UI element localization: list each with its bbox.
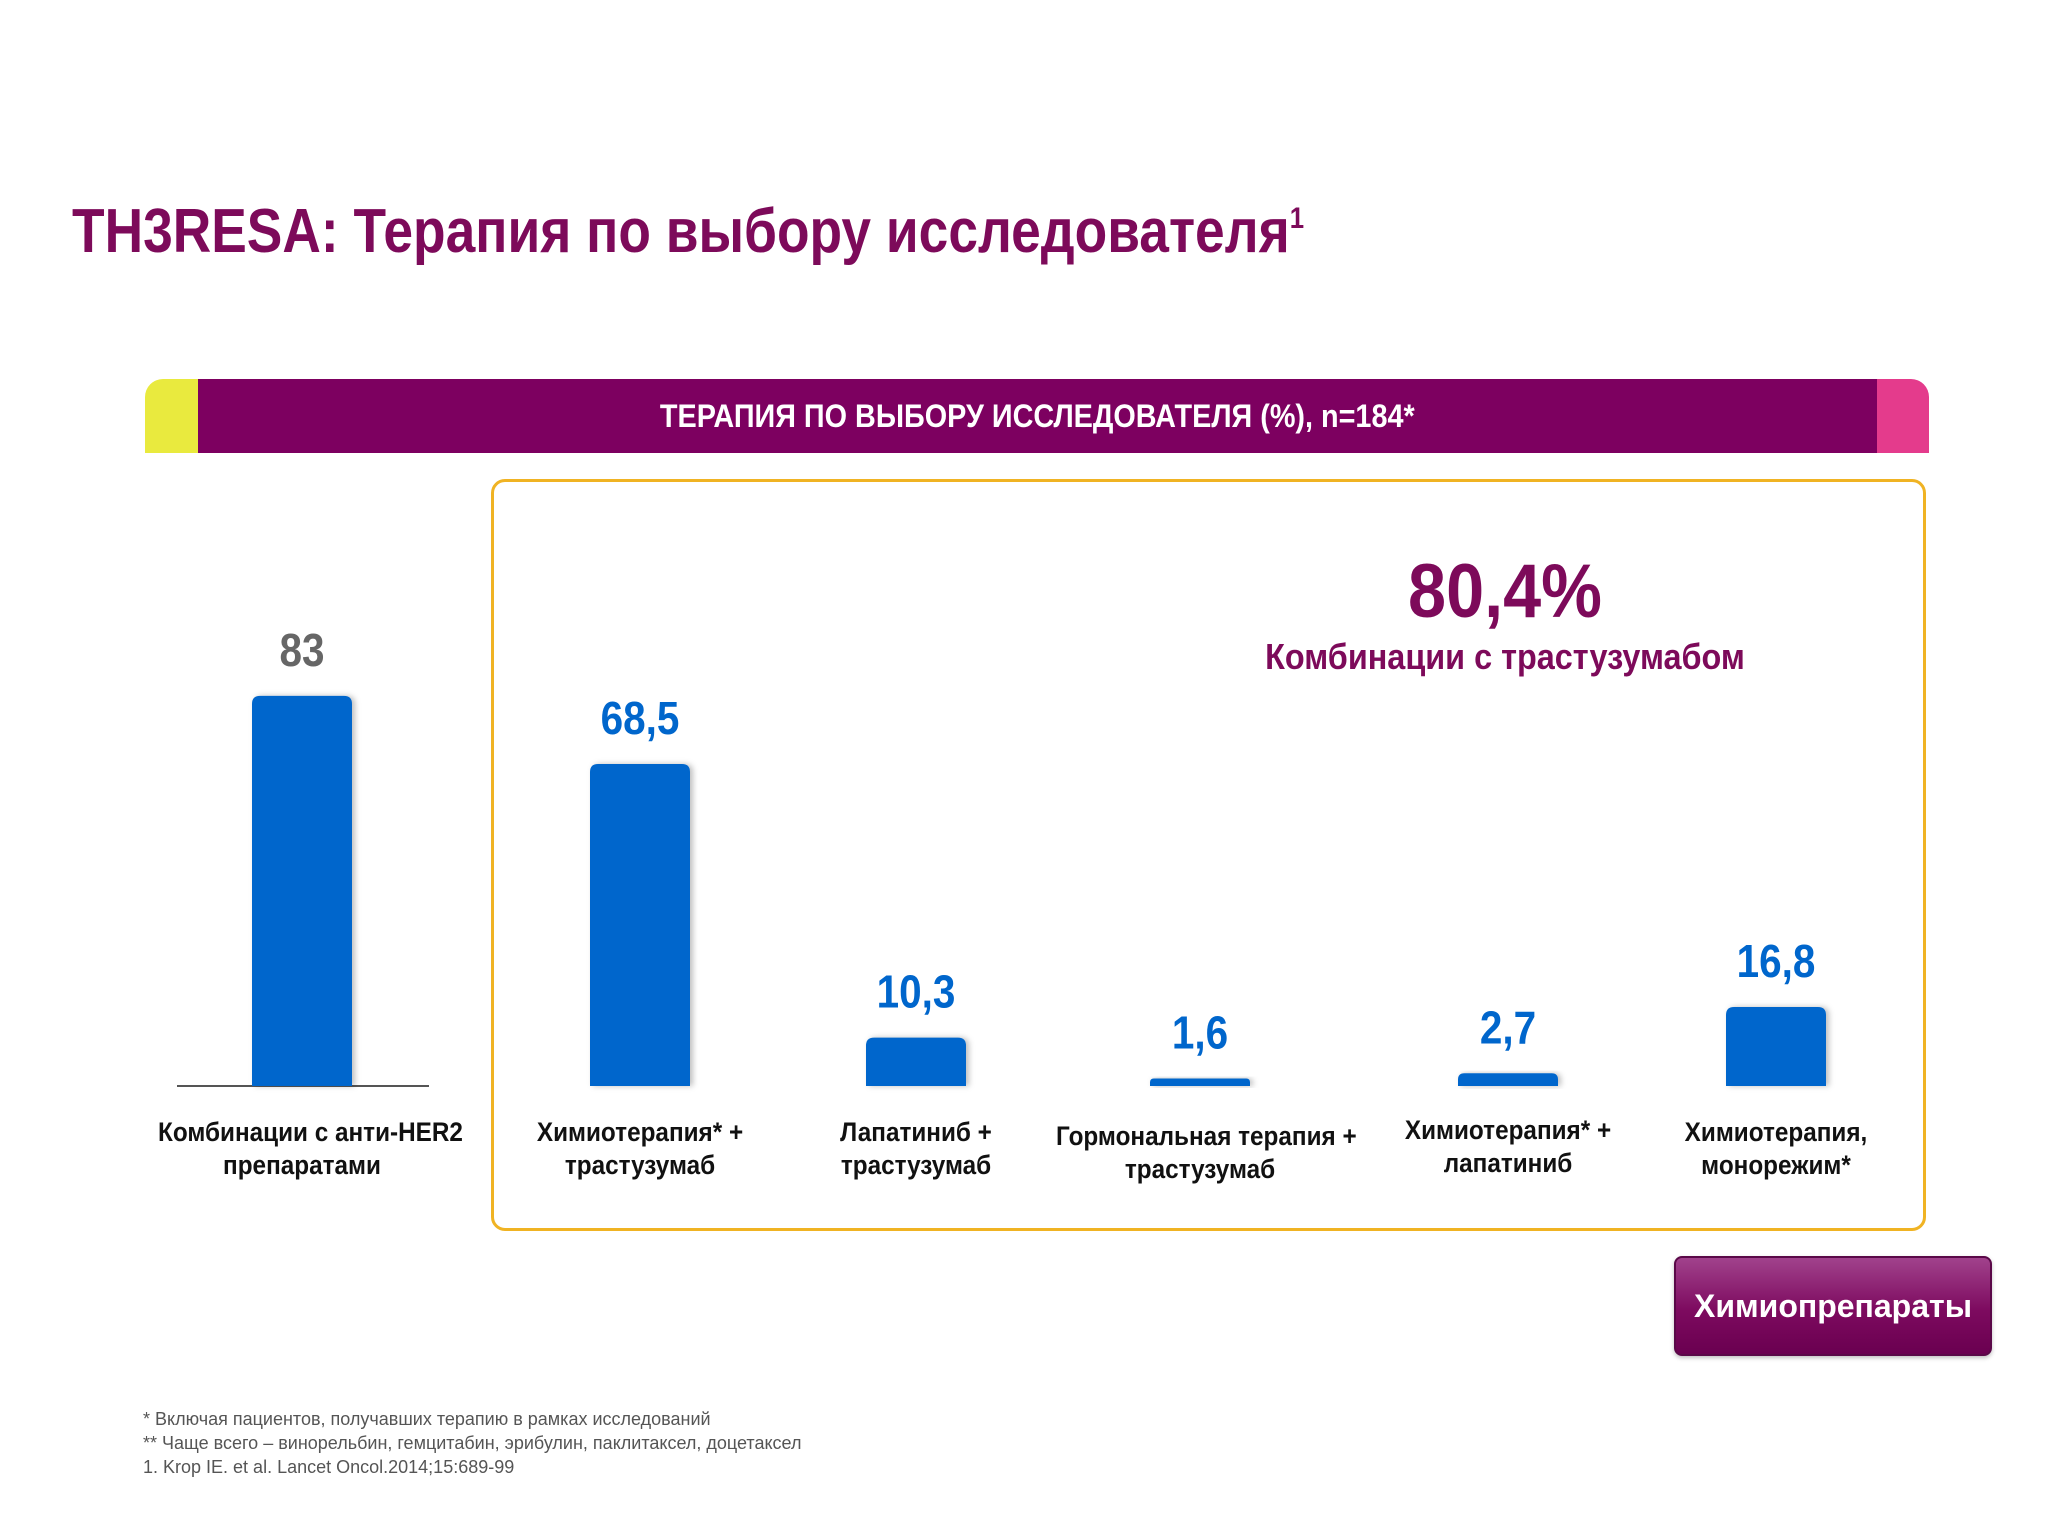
- footnotes: * Включая пациентов, получавших терапию …: [143, 1407, 801, 1479]
- category-label-chemo-lapatinib: Химиотерапия* + лапатиниб: [1364, 1114, 1652, 1180]
- page-title: TH3RESA: Терапия по выбору исследователя…: [72, 196, 1304, 267]
- value-label-hormonal-trastuzumab: 1,6: [1172, 1008, 1228, 1059]
- category-label-line: Гормональная терапия +: [1056, 1121, 1357, 1151]
- category-label-line: трастузумаб: [564, 1149, 716, 1180]
- page-title-text: TH3RESA: Терапия по выбору исследователя: [72, 197, 1290, 266]
- callout-value: 80,4%: [1408, 549, 1602, 634]
- bar-chemo-lapatinib: [1458, 1073, 1558, 1086]
- bar-lapatinib-trastuzumab: [866, 1037, 966, 1086]
- bar-chemo-trastuzumab: [590, 764, 690, 1086]
- footnote-1: * Включая пациентов, получавших терапию …: [143, 1409, 711, 1429]
- value-label-chemo-lapatinib: 2,7: [1480, 1003, 1536, 1054]
- category-label-line: монорежим*: [1701, 1149, 1851, 1180]
- chemo-drugs-button-label: Химиопрепараты: [1693, 1287, 1973, 1324]
- category-label-line: Химиотерапия,: [1684, 1117, 1868, 1147]
- title-footnote-ref: 1: [1289, 202, 1305, 235]
- value-label-chemo-mono: 16,8: [1737, 937, 1816, 988]
- category-label-line: Комбинации с анти-HER2: [158, 1117, 463, 1147]
- category-label-line: трастузумаб: [1124, 1153, 1276, 1184]
- footnote-2: ** Чаще всего – винорельбин, гемцитабин,…: [143, 1433, 802, 1453]
- category-label-anti-her2: Комбинации с анти-HER2 препаратами: [158, 1116, 463, 1182]
- bar-chemo-mono: [1726, 1007, 1826, 1086]
- banner-title: ТЕРАПИЯ ПО ВЫБОРУ ИССЛЕДОВАТЕЛЯ (%), n=1…: [198, 379, 1877, 453]
- category-label-chemo-mono: Химиотерапия, монорежим*: [1632, 1116, 1920, 1182]
- banner-right-accent: [1877, 379, 1929, 453]
- category-label-chemo-trastuzumab: Химиотерапия* + трастузумаб: [496, 1116, 784, 1182]
- category-label-line: Лапатиниб +: [840, 1117, 992, 1147]
- value-label-anti-her2: 83: [279, 626, 324, 677]
- category-label-line: трастузумаб: [840, 1149, 992, 1180]
- category-label-line: лапатиниб: [1443, 1147, 1573, 1178]
- footnote-3: 1. Krop IE. et al. Lancet Oncol.2014;15:…: [143, 1457, 515, 1477]
- callout-label: Комбинации с трастузумабом: [1265, 636, 1745, 677]
- chart-banner: ТЕРАПИЯ ПО ВЫБОРУ ИССЛЕДОВАТЕЛЯ (%), n=1…: [145, 379, 1929, 453]
- category-label-lapatinib-trastuzumab: Лапатиниб + трастузумаб: [772, 1116, 1060, 1182]
- category-label-line: препаратами: [223, 1149, 381, 1180]
- category-label-line: Химиотерапия* +: [1404, 1115, 1612, 1145]
- category-label-hormonal-trastuzumab: Гормональная терапия + трастузумаб: [1056, 1120, 1357, 1186]
- value-label-chemo-trastuzumab: 68,5: [601, 694, 680, 745]
- banner-left-accent: [145, 379, 198, 453]
- trastuzumab-highlight-box: [491, 479, 1926, 1231]
- category-label-line: Химиотерапия* +: [536, 1117, 744, 1147]
- chemo-drugs-button[interactable]: Химиопрепараты: [1674, 1256, 1992, 1356]
- value-label-lapatinib-trastuzumab: 10,3: [877, 967, 956, 1018]
- bar-anti-her2: [252, 695, 352, 1086]
- banner-title-text: ТЕРАПИЯ ПО ВЫБОРУ ИССЛЕДОВАТЕЛЯ (%), n=1…: [660, 397, 1415, 434]
- bar-hormonal-trastuzumab: [1150, 1078, 1250, 1086]
